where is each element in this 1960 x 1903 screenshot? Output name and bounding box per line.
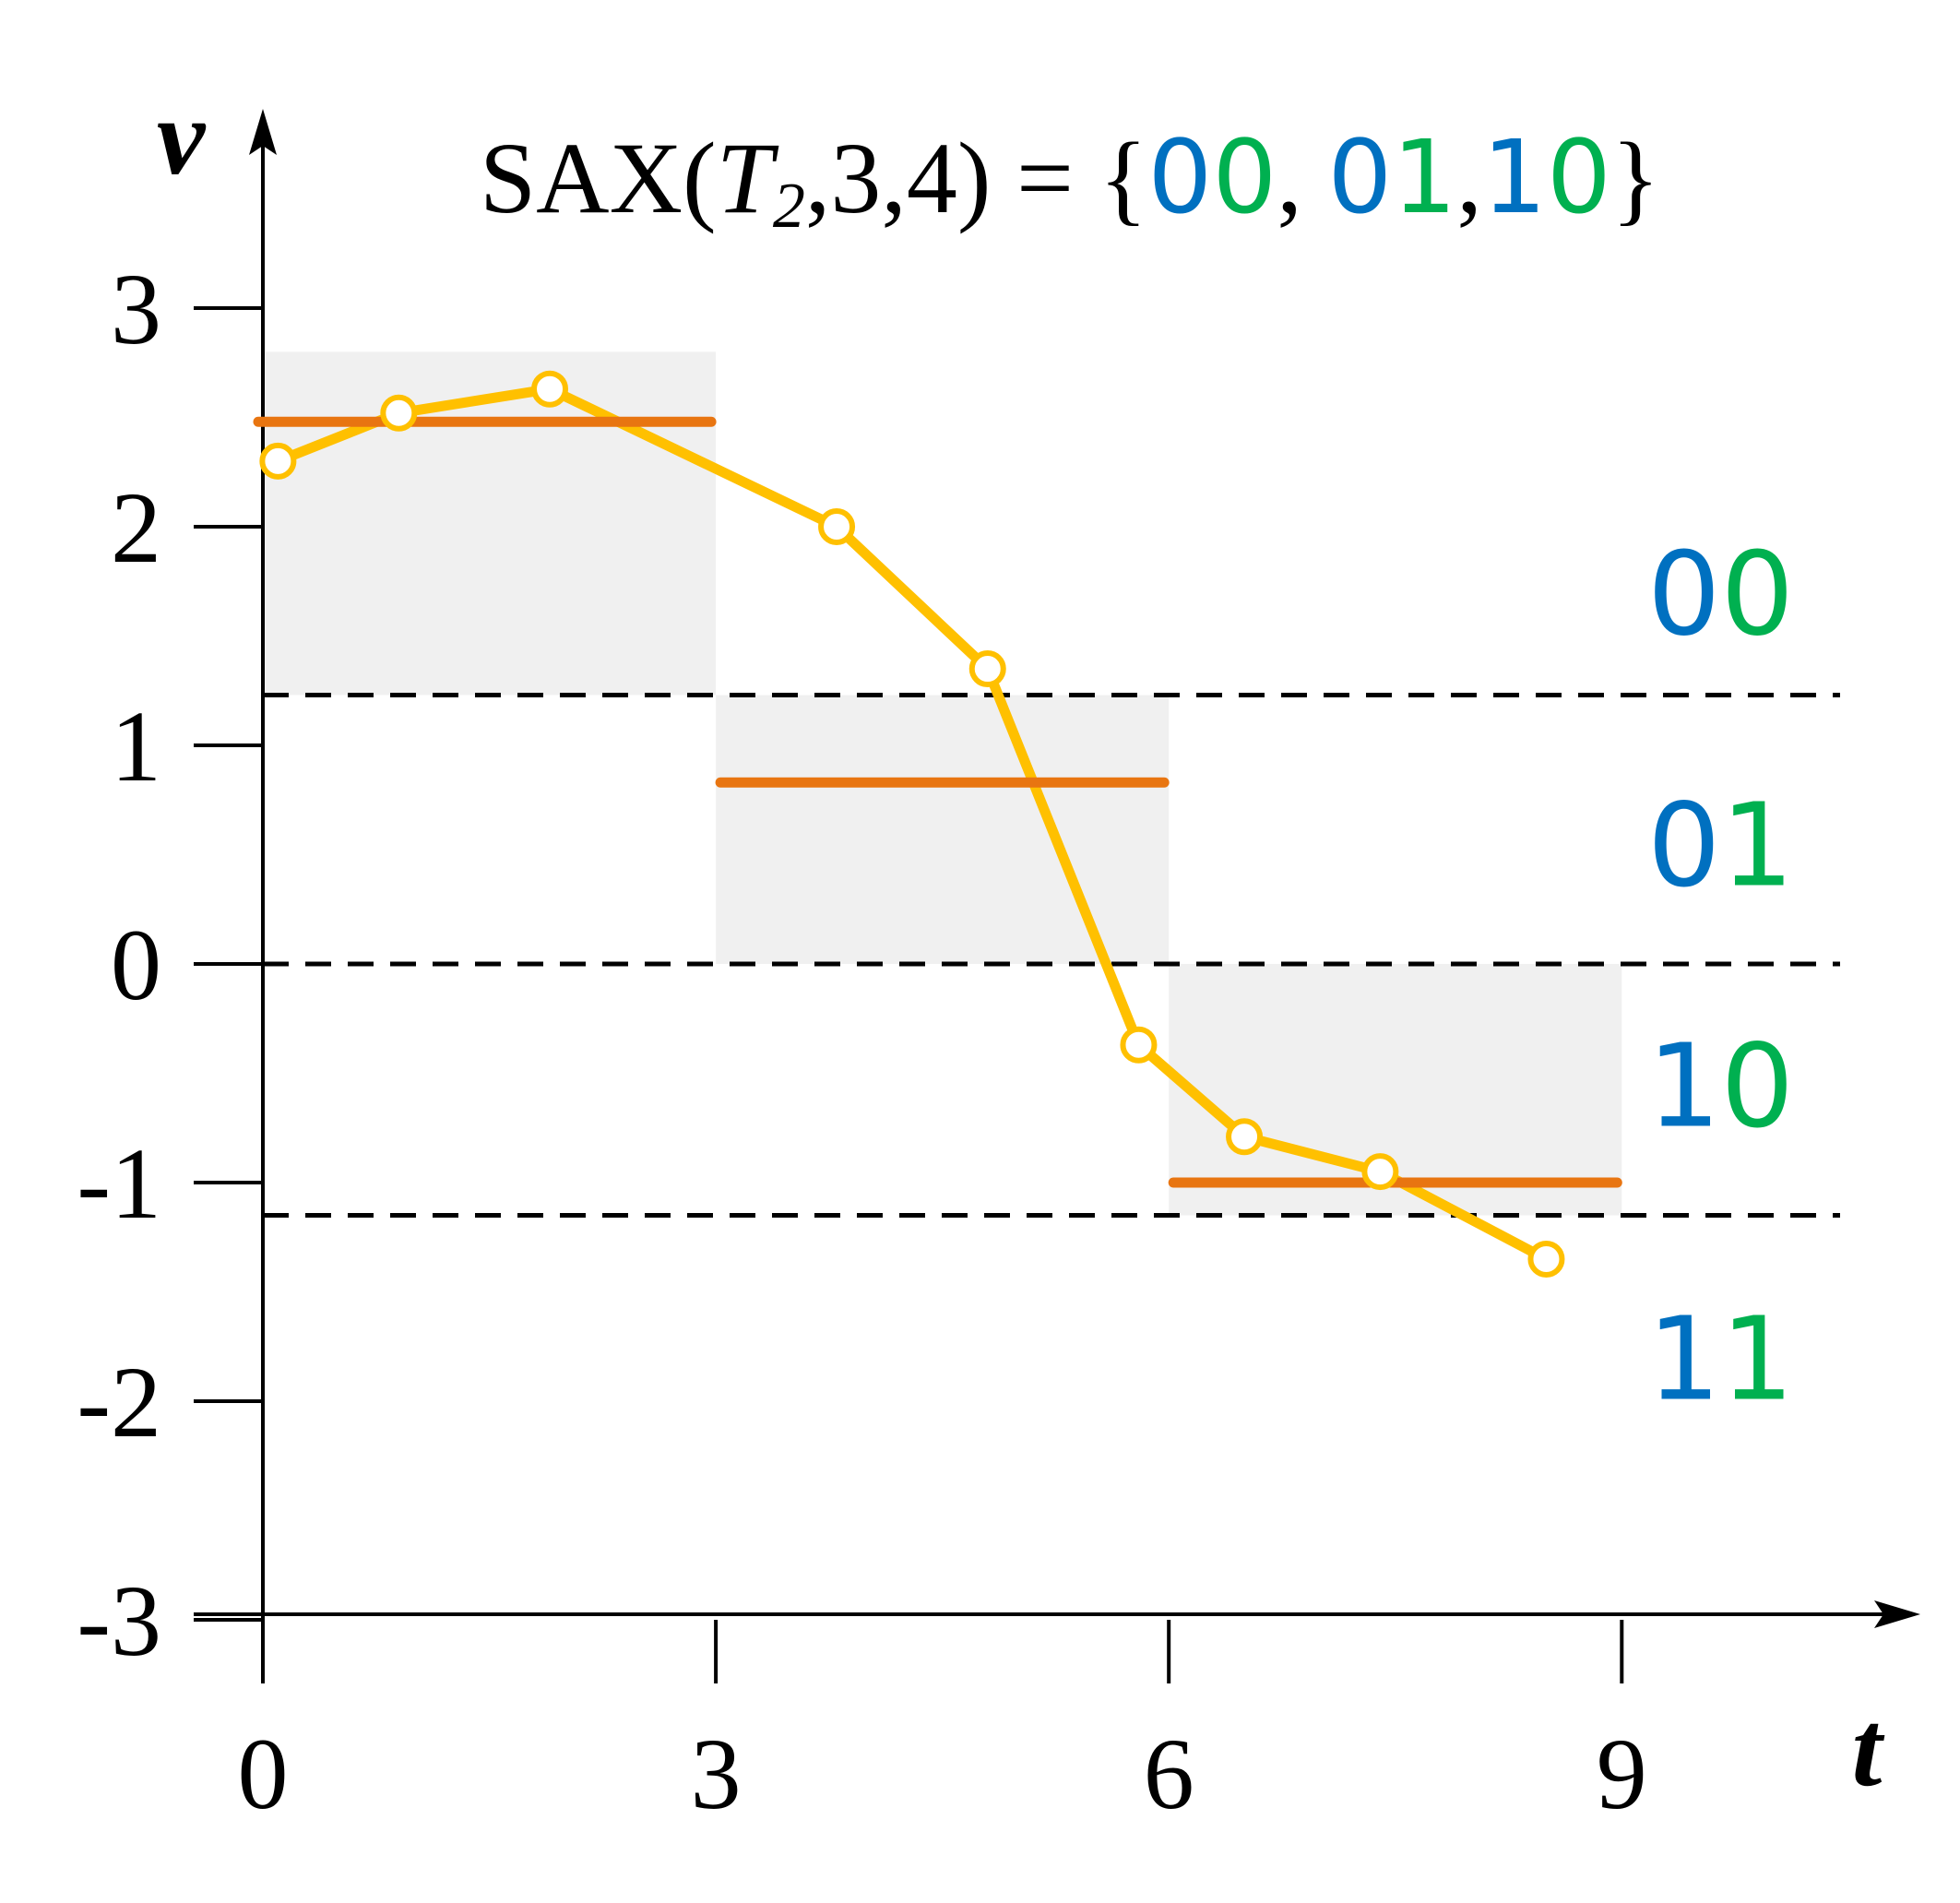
x-axis-label: t [1852, 1688, 1885, 1809]
region-label-bit: 0 [1720, 528, 1794, 661]
y-tick-label: 2 [111, 471, 161, 584]
data-point [259, 442, 297, 480]
y-axis-arrow [249, 109, 277, 155]
region-label-bit: 1 [1720, 779, 1794, 913]
data-point [1226, 1118, 1264, 1156]
region-label-bit: 1 [1647, 1019, 1721, 1153]
title-prefix: SAX( [480, 122, 717, 234]
shaded-region-2 [716, 695, 1170, 964]
region-label-11: 11 [1647, 1293, 1794, 1427]
region-label-01: 01 [1647, 779, 1794, 913]
x-tick-label: 3 [691, 1718, 742, 1830]
breakpoint-lines [263, 692, 1840, 1219]
title-bit: 1 [1482, 118, 1547, 236]
title-args: ,3,4) = { [805, 122, 1147, 234]
data-point [1361, 1153, 1399, 1191]
title-bit: 0 [1212, 118, 1277, 236]
region-label-bit: 1 [1647, 1293, 1721, 1427]
data-point [818, 508, 856, 545]
x-axis-arrow [1874, 1600, 1920, 1628]
title-series-name: T [717, 122, 779, 234]
shaded-region-1 [263, 351, 717, 696]
title-separator-1: , [1277, 122, 1327, 234]
region-label-00: 00 [1647, 528, 1794, 661]
region-label-10: 10 [1647, 1019, 1794, 1153]
y-tick-label: -1 [77, 1127, 161, 1240]
title-bit: 0 [1547, 118, 1611, 236]
shaded-regions [263, 351, 1622, 1216]
x-tick-label: 0 [238, 1718, 289, 1830]
title-suffix: } [1611, 122, 1660, 234]
title-series-subscript: 2 [773, 171, 805, 242]
region-label-bit: 0 [1647, 779, 1721, 913]
data-point [380, 394, 418, 432]
x-tick-label: 9 [1597, 1718, 1647, 1830]
series-points [259, 370, 1565, 1278]
y-axis-label: v [157, 77, 207, 197]
chart-title: SAX(T2,3,4) = {00, 01,10} [480, 118, 1660, 242]
y-tick-label: -3 [77, 1564, 161, 1677]
data-point [1527, 1240, 1565, 1278]
y-tick-label: -2 [77, 1346, 161, 1458]
title-word-3: 10 [1482, 118, 1611, 236]
x-tick-label: 6 [1144, 1718, 1194, 1830]
region-label-bit: 0 [1720, 1019, 1794, 1153]
title-word-2: 01 [1327, 118, 1456, 236]
axes [194, 109, 1920, 1668]
data-point [531, 370, 569, 408]
region-label-bit: 0 [1647, 528, 1721, 661]
paa-segments [253, 416, 1622, 1188]
title-bit: 0 [1327, 118, 1392, 236]
data-point [968, 650, 1006, 688]
y-tick-label: 0 [111, 909, 161, 1021]
y-tick-label: 3 [111, 253, 161, 365]
region-label-bit: 1 [1720, 1293, 1794, 1427]
axis-ticks: 3 2 1 0 -1 -2 -3 0 3 6 9 [77, 253, 1646, 1830]
title-word-1: 00 [1147, 118, 1277, 236]
title-bit: 1 [1392, 118, 1456, 236]
y-tick-label: 1 [111, 690, 161, 803]
data-point [1120, 1026, 1158, 1064]
title-bit: 0 [1147, 118, 1212, 236]
title-separator-2: , [1456, 122, 1482, 234]
